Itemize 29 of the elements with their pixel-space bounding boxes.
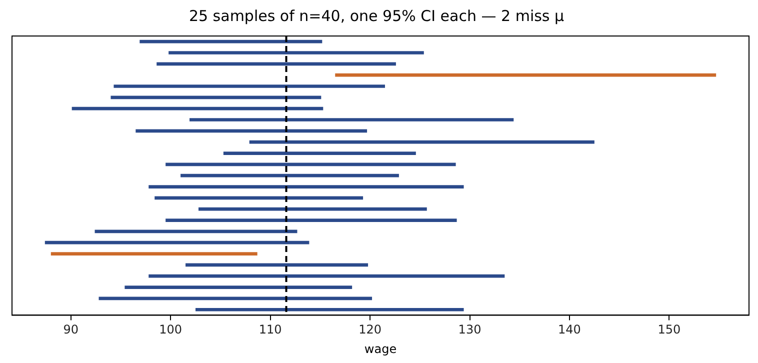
bar	[335, 73, 716, 77]
bar	[148, 274, 505, 278]
bar	[156, 62, 396, 66]
bar	[198, 207, 427, 211]
bar	[168, 51, 424, 54]
bar	[148, 185, 464, 188]
bar	[180, 174, 399, 178]
x-tick-label: 100	[159, 322, 182, 337]
bar	[166, 162, 456, 166]
x-tick-label: 90	[63, 322, 78, 337]
x-tick-label: 110	[258, 322, 282, 337]
bar	[190, 118, 514, 122]
bar	[249, 140, 594, 144]
x-tick-label: 130	[458, 322, 482, 337]
chart-title: 25 samples of n=40, one 95% CI each — 2 miss μ	[188, 6, 564, 25]
bar	[72, 106, 324, 110]
bar	[166, 218, 457, 222]
x-tick-label: 150	[658, 322, 681, 337]
x-tick-label: 140	[558, 322, 581, 337]
bar	[114, 84, 385, 88]
bar	[110, 96, 322, 100]
bar	[50, 252, 258, 256]
bar	[124, 286, 352, 289]
bar	[196, 308, 464, 312]
x-axis-title: wage	[364, 342, 397, 356]
bar	[44, 240, 310, 244]
bar	[223, 152, 416, 155]
x-tick-label: 120	[358, 322, 382, 337]
bar	[140, 40, 322, 44]
